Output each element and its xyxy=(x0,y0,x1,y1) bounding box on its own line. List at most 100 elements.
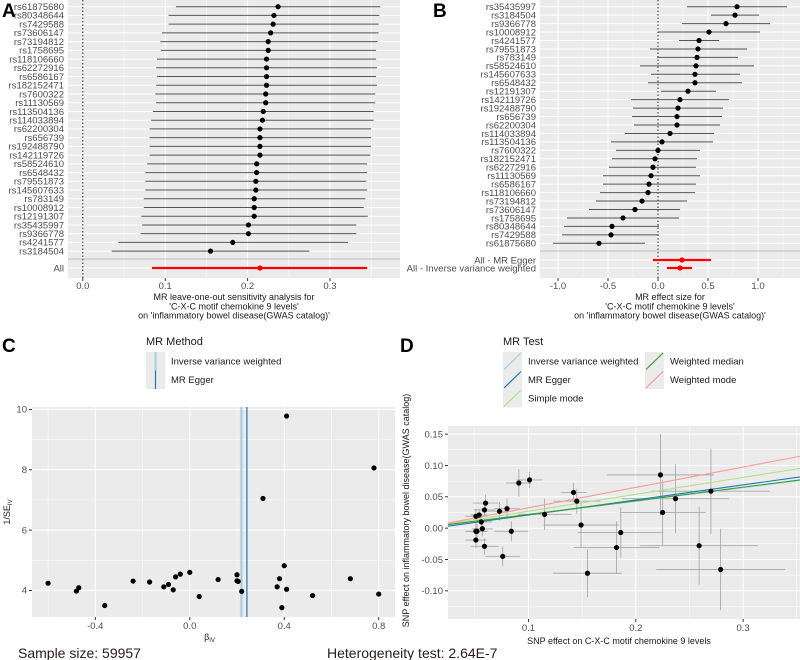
snp-point xyxy=(479,526,485,532)
estimate-point xyxy=(693,63,699,69)
snp-point xyxy=(161,584,167,590)
summary-label: All - Inverse variance weighted xyxy=(407,263,536,274)
snp-label: rs10008912 xyxy=(14,203,64,214)
x-tick-label: 0.2 xyxy=(241,281,254,292)
estimate-point xyxy=(692,80,698,86)
snp-label: rs12191307 xyxy=(14,212,64,223)
estimate-point xyxy=(639,198,645,204)
snp-label: rs73194812 xyxy=(14,37,64,48)
snp-point xyxy=(102,602,108,609)
legend-item-label: Inverse variance weighted xyxy=(171,357,281,368)
snp-label: rs7429588 xyxy=(491,230,536,241)
estimate-point xyxy=(695,46,701,52)
legend-key-line xyxy=(503,389,522,407)
snp-label: rs6548432 xyxy=(491,78,536,89)
snp-label: rs114033894 xyxy=(481,129,536,140)
snp-label: rs62200304 xyxy=(486,120,536,131)
estimate-point xyxy=(648,173,654,179)
estimate-point xyxy=(257,143,263,149)
x-tick-label: 0.0 xyxy=(651,281,664,292)
x-axis-label-subscript: IV xyxy=(209,638,215,644)
x-axis-label: on 'inflammatory bowel disease(GWAS cata… xyxy=(574,311,766,321)
legend-key-line xyxy=(645,371,664,389)
snp-label: rs192488790 xyxy=(481,103,536,114)
snp-point xyxy=(482,500,489,506)
snp-label: rs656739 xyxy=(496,112,536,123)
x-tick-label: 0.5 xyxy=(701,281,714,292)
estimate-point xyxy=(659,139,665,145)
snp-label: rs73606147 xyxy=(486,205,536,216)
estimate-point xyxy=(650,164,656,170)
x-axis-label: 'C-X-C motif chemokine 9 levels' xyxy=(605,301,735,311)
x-axis-label: SNP effect on C-X-C motif chemokine 9 le… xyxy=(527,636,711,646)
snp-point xyxy=(481,507,488,513)
y-tick-label: 6 xyxy=(22,525,27,536)
snp-point xyxy=(618,529,624,536)
snp-point xyxy=(660,509,666,516)
snp-label: rs9366778 xyxy=(491,19,536,30)
estimate-point xyxy=(245,222,252,228)
snp-point xyxy=(504,506,510,512)
snp-label: rs73606147 xyxy=(14,28,64,39)
snp-point xyxy=(283,586,290,592)
y-tick-label: 0.00 xyxy=(425,523,444,534)
snp-point xyxy=(279,605,285,611)
estimate-point xyxy=(706,29,712,35)
y-tick-label: -0.10 xyxy=(421,586,443,597)
plot-background xyxy=(32,407,395,617)
legend-title: MR Method xyxy=(146,336,203,348)
snp-point xyxy=(309,592,316,599)
snp-point xyxy=(696,543,702,549)
plot-background xyxy=(540,0,800,278)
panel-a-leave-one-out: 0.0 0.1 0.2 0.3 rs61875680rs80348644rs742958… xyxy=(9,0,400,321)
estimate-point xyxy=(263,65,270,71)
estimate-point xyxy=(645,190,651,196)
snp-label: rs7600322 xyxy=(491,146,536,157)
snp-label: rs58524610 xyxy=(486,61,536,72)
legend-item-label: Inverse variance weighted xyxy=(528,357,638,368)
snp-point xyxy=(170,587,176,593)
legend-item-label: Weighted mode xyxy=(670,375,736,386)
snp-point xyxy=(708,488,714,494)
snp-label: rs62272916 xyxy=(14,63,64,74)
snp-point xyxy=(276,576,283,582)
snp-point xyxy=(376,591,382,597)
snp-label: rs73194812 xyxy=(486,196,536,207)
estimate-point xyxy=(263,82,270,88)
snp-label: rs9366778 xyxy=(19,229,64,240)
estimate-point xyxy=(652,156,658,162)
snp-point xyxy=(147,579,153,585)
snp-label: rs35435997 xyxy=(486,2,536,13)
snp-label: rs80348644 xyxy=(486,222,536,233)
x-axis-label: βIV xyxy=(204,632,215,644)
estimate-point xyxy=(263,100,269,106)
estimate-point xyxy=(207,248,214,254)
legend-item-label: Weighted median xyxy=(670,357,744,368)
x-tick-label: 0.4 xyxy=(278,621,291,632)
estimate-point xyxy=(263,56,270,62)
snp-label: rs4241577 xyxy=(491,36,536,47)
snp-label: rs6548432 xyxy=(19,168,64,179)
estimate-point xyxy=(251,213,257,219)
x-axis-label: 'C-X-C motif chemokine 9 levels' xyxy=(169,301,299,311)
x-tick-label: 0.2 xyxy=(629,623,642,634)
estimate-point xyxy=(251,204,257,211)
snp-label: rs192488790 xyxy=(9,142,64,153)
snp-label: rs62272916 xyxy=(486,163,536,174)
snp-label: rs182152471 xyxy=(9,81,64,92)
x-tick-label: 0.1 xyxy=(159,281,172,292)
estimate-point xyxy=(675,105,681,111)
snp-label: rs145607633 xyxy=(9,185,64,196)
snp-label: rs656739 xyxy=(24,133,64,144)
snp-label: rs1758695 xyxy=(19,46,64,57)
snp-point xyxy=(584,570,591,576)
panel-letter-d: D xyxy=(400,336,414,357)
snp-point xyxy=(481,543,488,549)
panel-letter-c: C xyxy=(2,336,16,357)
x-tick-label: 0.0 xyxy=(76,281,89,292)
summary-point xyxy=(677,265,683,271)
y-axis-label: 1/SEIV xyxy=(2,499,14,524)
estimate-point xyxy=(260,108,266,115)
y-axis-label-subscript: IV xyxy=(8,499,14,505)
